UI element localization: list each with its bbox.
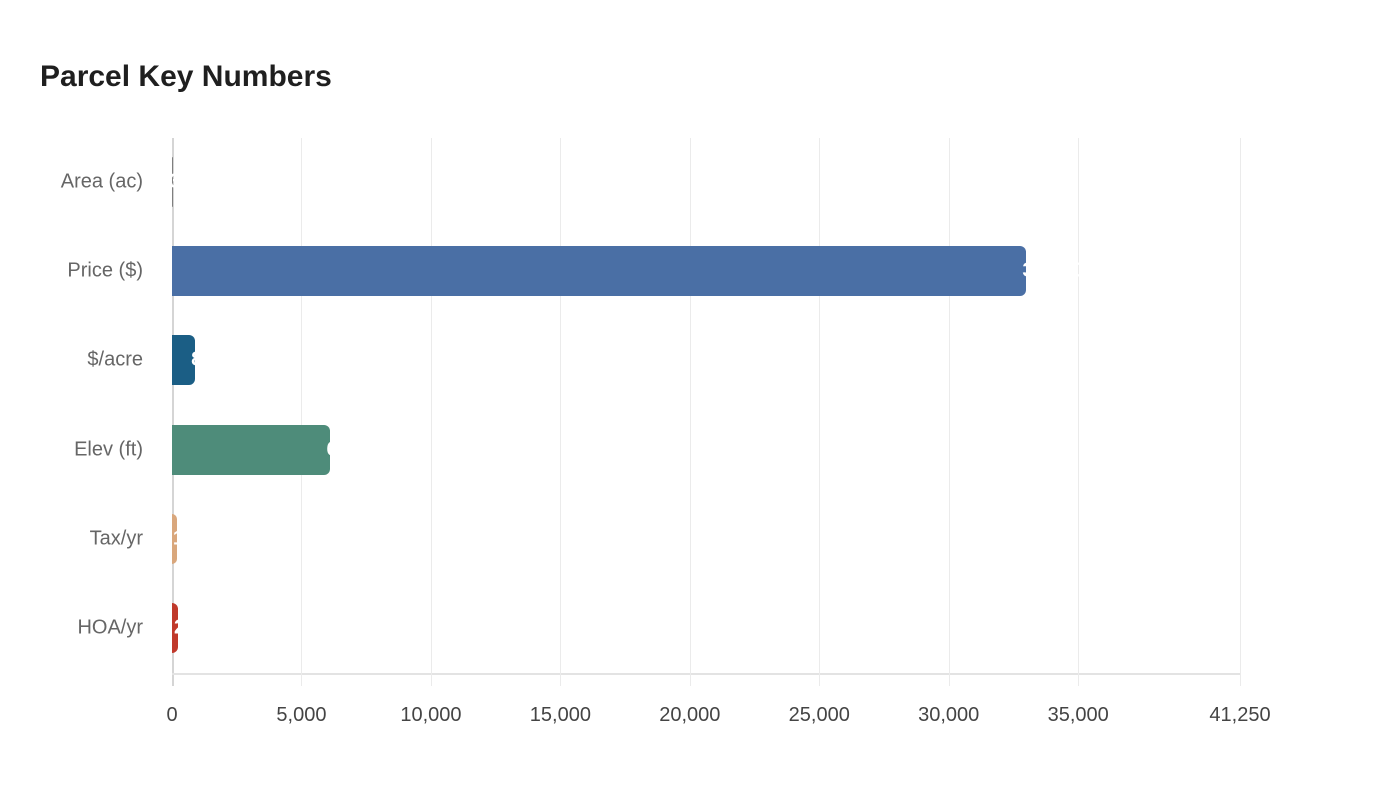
- x-tick-label: 35,000: [1047, 704, 1109, 726]
- x-tick-label: 30,000: [918, 704, 980, 726]
- gridline: [819, 138, 821, 686]
- gridline: [430, 138, 432, 686]
- bar-value-label: 892: [191, 348, 225, 371]
- bar-value-label: 37: [168, 170, 192, 193]
- bar-value-label: 190: [172, 527, 207, 550]
- x-tick-label: 5,000: [276, 704, 327, 726]
- chart-title: Parcel Key Numbers: [40, 60, 332, 93]
- x-tick-label: 0: [166, 704, 178, 726]
- x-tick-label: 41,250: [1209, 704, 1271, 726]
- bar[interactable]: [172, 514, 177, 564]
- x-tick-label: 20,000: [659, 704, 721, 726]
- x-tick-label: 15,000: [529, 704, 591, 726]
- x-tick-label: 10,000: [400, 704, 462, 726]
- bar[interactable]: [172, 156, 173, 207]
- gridline: [301, 138, 303, 686]
- x-axis-line: [172, 673, 1240, 675]
- plot-area: 0 5,000 10,000 15,000 20,000 25,000 30,000 35,0…: [61, 138, 1271, 726]
- gridline: [1078, 138, 1080, 686]
- y-category-label: HOA/yr: [77, 616, 143, 639]
- gridline: [560, 138, 562, 686]
- y-category-label: Area (ac): [60, 170, 143, 193]
- bar-value-label: 6,120: [326, 438, 377, 461]
- y-axis-line: [172, 138, 174, 686]
- gridline: [689, 138, 691, 686]
- bar-value-label: 230: [173, 616, 208, 639]
- bar[interactable]: [172, 424, 331, 475]
- y-category-label: Tax/yr: [89, 527, 143, 550]
- bar-value-label: 33,000: [1022, 259, 1084, 282]
- y-category-label: $/acre: [87, 348, 143, 371]
- gridline: [1240, 138, 1241, 686]
- bar[interactable]: [172, 335, 196, 386]
- y-category-label: Elev (ft): [74, 438, 143, 461]
- y-category-label: Price ($): [67, 259, 143, 282]
- x-tick-label: 25,000: [788, 704, 850, 726]
- bar[interactable]: [172, 603, 178, 654]
- bar[interactable]: [172, 246, 1027, 296]
- gridline: [948, 138, 950, 686]
